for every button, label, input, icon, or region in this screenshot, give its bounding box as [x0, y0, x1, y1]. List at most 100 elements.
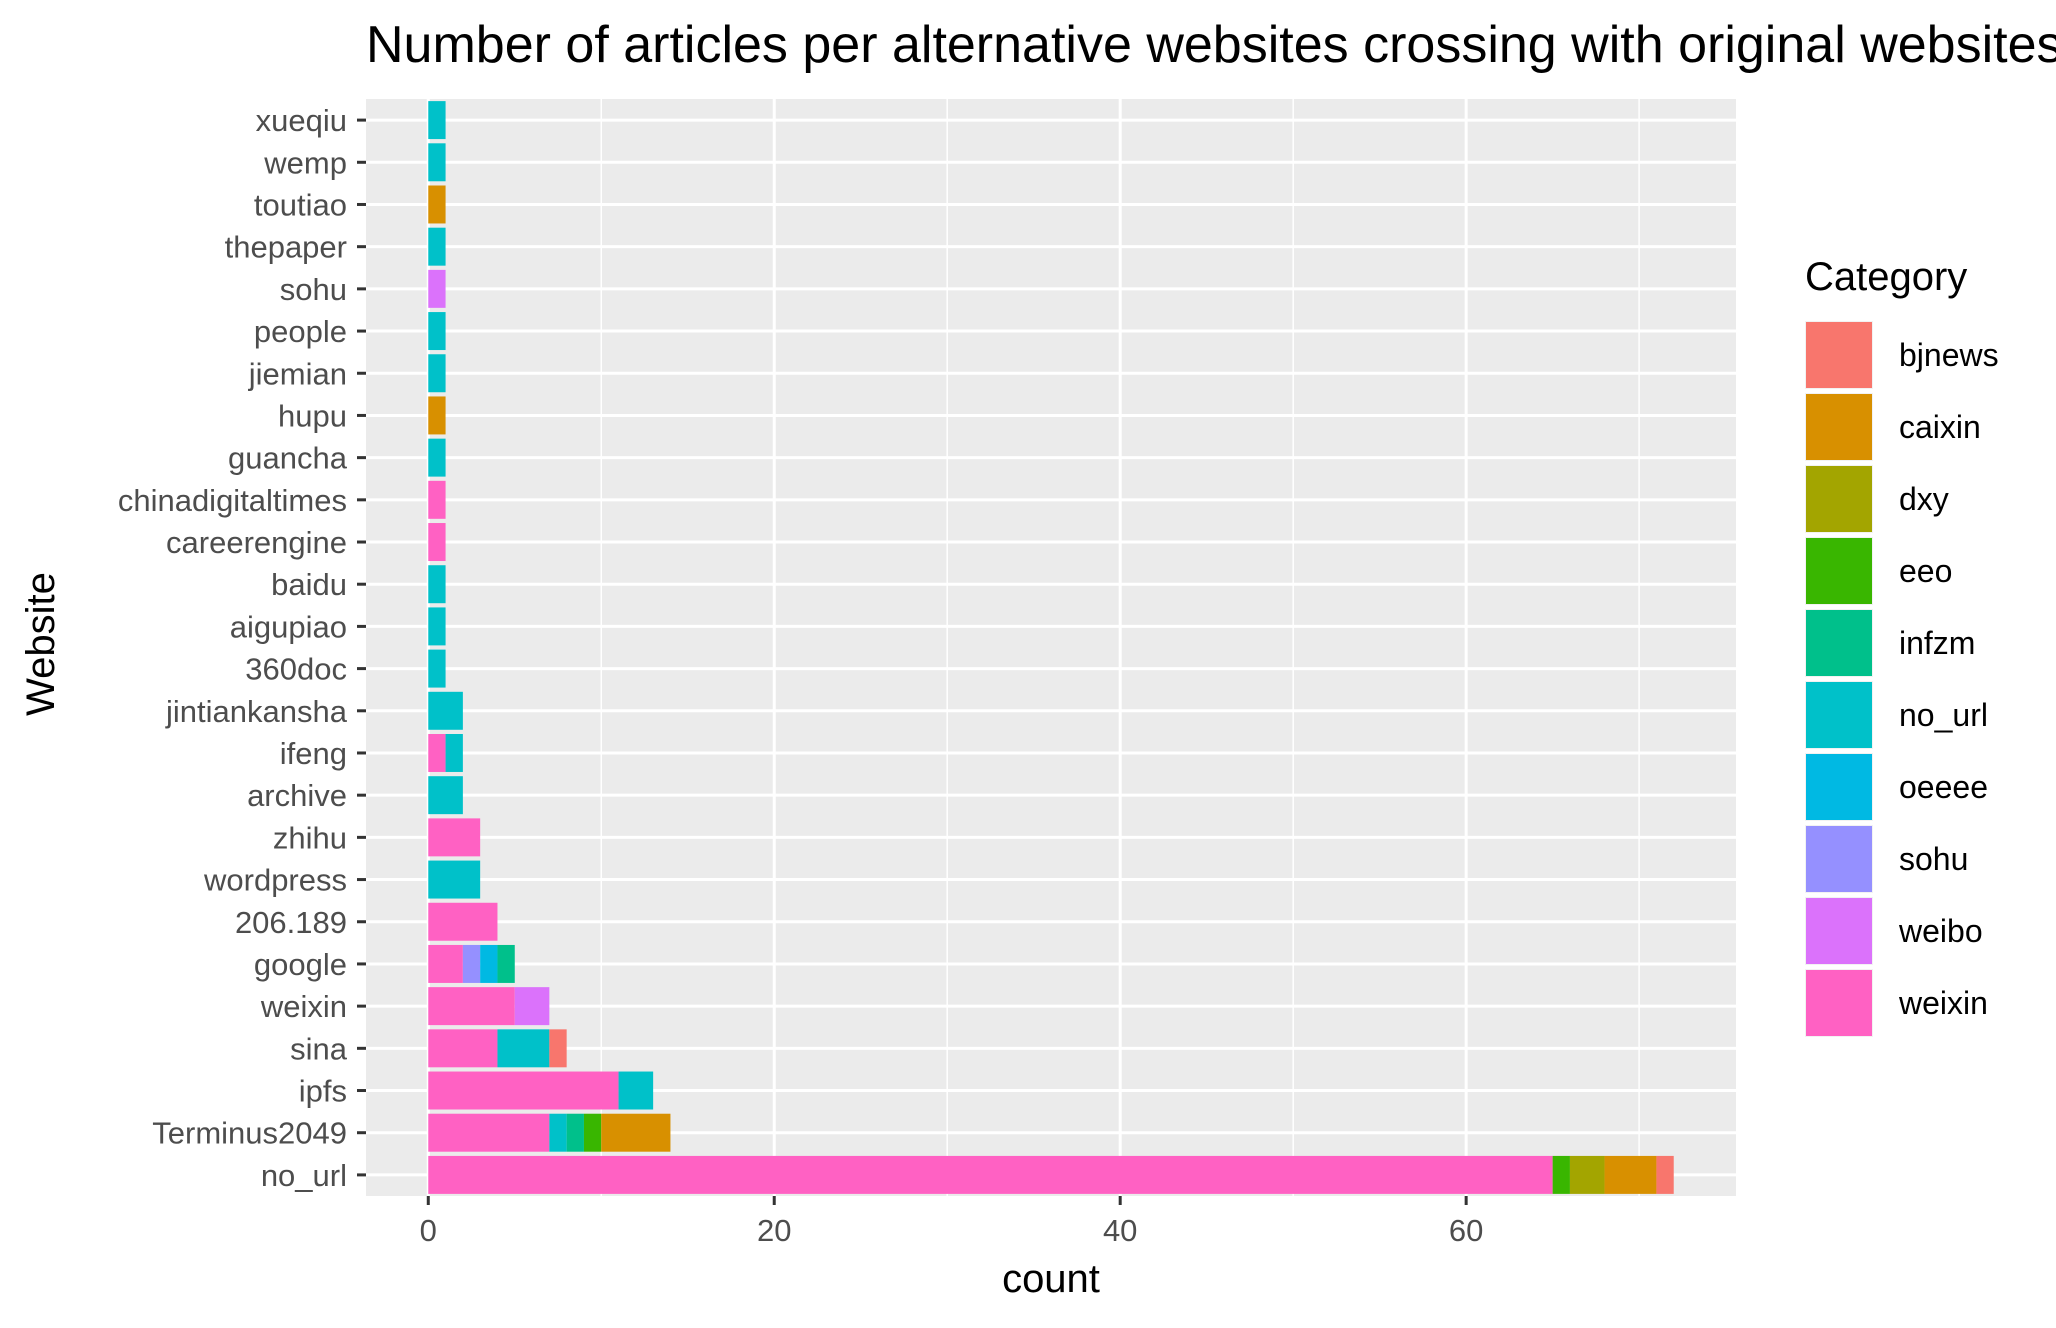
bar-segment-hupu-caixin [428, 396, 446, 435]
y-tick-label: no_url [261, 1158, 347, 1193]
y-tick-label: thepaper [225, 230, 347, 265]
bar-segment-google-infzm [497, 944, 515, 983]
legend-label-dxy: dxy [1899, 481, 1949, 517]
y-tick-label: google [254, 947, 347, 982]
x-tick-label: 40 [1103, 1213, 1137, 1248]
x-tick-label: 60 [1449, 1213, 1483, 1248]
legend-label-eeo: eeo [1899, 553, 1952, 589]
bar-segment-people-no_url [428, 312, 446, 351]
y-tick-label: people [254, 314, 347, 349]
bar-segment-206.189-weixin [428, 902, 498, 941]
bar-segment-weixin-weibo [514, 987, 550, 1026]
bar-segment-google-weixin [428, 944, 463, 983]
y-tick-label: toutiao [254, 187, 347, 222]
plot-panel [366, 99, 1736, 1196]
bar-segment-thepaper-no_url [428, 227, 446, 266]
bar-segment-Terminus2049-eeo [583, 1113, 602, 1152]
legend-label-oeeee: oeeee [1899, 769, 1988, 805]
bar-segment-careerengine-weixin [428, 523, 446, 562]
bar-segment-Terminus2049-infzm [566, 1113, 584, 1152]
legend-swatch-no_url [1806, 682, 1872, 748]
bar-segment-chinadigitaltimes-weixin [428, 480, 446, 519]
legend-swatch-eeo [1806, 538, 1872, 604]
y-axis-title: Website [19, 572, 63, 716]
bar-segment-sohu-weibo [428, 269, 446, 308]
bar-segment-toutiao-caixin [428, 185, 446, 224]
y-tick-label: Terminus2049 [152, 1116, 347, 1151]
legend-swatch-infzm [1806, 610, 1872, 676]
bar-segment-sina-weixin [428, 1029, 498, 1068]
x-axis-title: count [1002, 1257, 1100, 1301]
y-tick-label: ifeng [280, 736, 347, 771]
y-tick-label: wordpress [203, 863, 347, 898]
y-tick-label: chinadigitaltimes [118, 483, 347, 518]
legend-label-weibo: weibo [1898, 913, 1983, 949]
bar-segment-no_url-weixin [428, 1155, 1553, 1194]
bar-segment-google-sohu [462, 944, 481, 983]
bar-segment-ipfs-weixin [428, 1071, 619, 1110]
x-tick-label: 20 [757, 1213, 791, 1248]
bar-segment-Terminus2049-caixin [601, 1113, 671, 1152]
y-tick-label: xueqiu [256, 103, 347, 138]
bar-segment-sina-bjnews [549, 1029, 567, 1068]
bar-segment-Terminus2049-weixin [428, 1113, 550, 1152]
legend-label-infzm: infzm [1899, 625, 1975, 661]
legend-label-weixin: weixin [1898, 985, 1988, 1021]
y-tick-label: hupu [278, 398, 347, 433]
bar-segment-no_url-bjnews [1656, 1155, 1674, 1194]
bar-segment-wemp-no_url [428, 143, 446, 182]
y-tick-label: archive [247, 778, 347, 813]
y-tick-label: sina [290, 1031, 348, 1066]
bar-segment-360doc-no_url [428, 649, 446, 688]
bar-segment-archive-no_url [428, 776, 463, 815]
bar-segment-zhihu-weixin [428, 818, 481, 857]
legend-swatch-weibo [1806, 898, 1872, 964]
bar-segment-weixin-weixin [428, 987, 515, 1026]
chart-title: Number of articles per alternative websi… [366, 16, 2056, 74]
y-tick-label: weixin [260, 989, 347, 1024]
y-tick-label: jiemian [248, 356, 347, 391]
legend-label-sohu: sohu [1899, 841, 1968, 877]
bar-segment-xueqiu-no_url [428, 101, 446, 140]
bar-segment-sina-no_url [497, 1029, 550, 1068]
y-tick-label: guancha [228, 441, 348, 476]
bar-segment-no_url-caixin [1604, 1155, 1657, 1194]
bar-segment-jintiankansha-no_url [428, 691, 463, 730]
legend-swatch-dxy [1806, 466, 1872, 532]
bar-segment-guancha-no_url [428, 438, 446, 477]
bar-segment-aigupiao-no_url [428, 607, 446, 646]
x-tick-label: 0 [420, 1213, 437, 1248]
panel-background [366, 99, 1736, 1196]
legend-label-bjnews: bjnews [1899, 337, 1999, 373]
bar-segment-ipfs-no_url [618, 1071, 654, 1110]
bar-segment-ifeng-no_url [445, 733, 463, 772]
bar-segment-no_url-eeo [1552, 1155, 1570, 1194]
y-tick-label: 206.189 [235, 905, 347, 940]
y-tick-label: sohu [280, 272, 347, 307]
legend-title: Category [1805, 255, 1967, 299]
y-tick-label: ipfs [299, 1074, 347, 1109]
legend-swatch-bjnews [1806, 322, 1872, 388]
y-tick-label: wemp [263, 145, 347, 180]
y-tick-label: 360doc [245, 652, 347, 687]
legend-swatch-sohu [1806, 826, 1872, 892]
legend-swatch-caixin [1806, 394, 1872, 460]
bar-segment-no_url-dxy [1569, 1155, 1605, 1194]
y-tick-label: baidu [271, 567, 347, 602]
bar-segment-Terminus2049-no_url [549, 1113, 567, 1152]
legend-swatch-weixin [1806, 970, 1872, 1036]
legend-label-caixin: caixin [1899, 409, 1981, 445]
legend: Category bjnews caixin dxy eeo infzm no_urloe… [1805, 255, 1999, 1037]
y-tick-label: jintiankansha [165, 694, 348, 729]
bar-segment-baidu-no_url [428, 565, 446, 604]
y-axis: no_url Terminus2049 ipfs sina weixin google 20… [118, 103, 366, 1193]
y-tick-label: zhihu [273, 820, 347, 855]
legend-label-no_url: no_url [1899, 697, 1988, 733]
y-tick-label: careerengine [166, 525, 347, 560]
bar-segment-jiemian-no_url [428, 354, 446, 393]
bar-segment-ifeng-weixin [428, 733, 446, 772]
x-axis: 0 20 40 60 [420, 1196, 1483, 1248]
bars-layer [428, 101, 1674, 1194]
bar-segment-wordpress-no_url [428, 860, 481, 899]
